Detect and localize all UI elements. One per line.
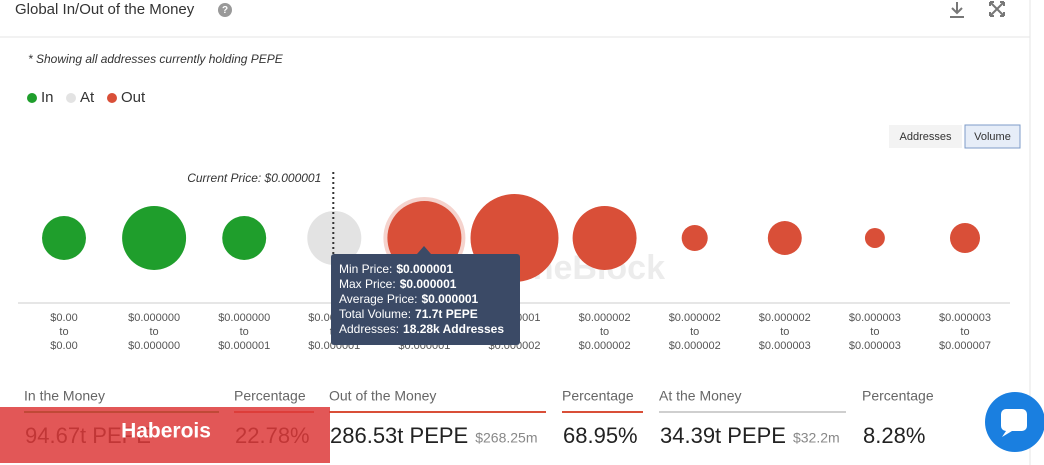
tooltip-label: Max Price: [339, 277, 396, 291]
category-label: to [780, 326, 789, 338]
legend-label: Out [121, 89, 146, 106]
category-label: $0.000002 [669, 340, 721, 352]
chat-button[interactable] [985, 392, 1044, 452]
category-label: $0.000007 [939, 340, 991, 352]
stat-label: Percentage [562, 388, 634, 404]
tooltip-value: $0.000001 [400, 277, 457, 291]
stat-usd: $32.2m [793, 430, 840, 446]
stat-usd: $268.25m [475, 430, 537, 446]
category-label: $0.00 [50, 312, 78, 324]
category-label: to [150, 326, 159, 338]
category-label: to [240, 326, 249, 338]
bubble[interactable] [222, 216, 267, 260]
tooltip-box [331, 254, 520, 345]
stat-value: 286.53t PEPE [330, 423, 468, 448]
tooltip-label: Average Price: [339, 292, 418, 306]
toggle-button[interactable] [889, 125, 962, 148]
tooltip-label: Total Volume: [339, 307, 411, 321]
category-label: $0.000002 [759, 312, 811, 324]
category-label: $0.00 [50, 340, 78, 352]
category-label: to [870, 326, 879, 338]
category-label: $0.000000 [128, 340, 180, 352]
current-price-label: Current Price: $0.000001 [187, 171, 321, 185]
tooltip-value: 18.28k Addresses [403, 322, 504, 336]
stat-label: Percentage [862, 388, 934, 404]
bubble[interactable] [864, 228, 885, 248]
tooltip-value: 71.7t PEPE [415, 307, 478, 321]
expand-icon[interactable] [989, 1, 1005, 17]
stat-value: 8.28% [863, 423, 925, 448]
svg-text:?: ? [222, 5, 228, 16]
tooltip-label: Addresses: [339, 322, 399, 336]
category-label: $0.000003 [849, 312, 901, 324]
category-label: to [59, 326, 68, 338]
legend-dot [66, 93, 76, 103]
bubble[interactable] [42, 216, 86, 260]
category-label: $0.000003 [849, 340, 901, 352]
stat-label: In the Money [24, 388, 105, 404]
tooltip-value: $0.000001 [422, 292, 479, 306]
stat-value: 34.39t PEPE [660, 423, 786, 448]
bubble[interactable] [767, 221, 802, 255]
download-icon[interactable] [950, 2, 964, 18]
category-label: $0.000002 [579, 312, 631, 324]
stat-value: 68.95% [563, 423, 638, 448]
category-label: $0.000003 [759, 340, 811, 352]
legend-label: In [41, 89, 54, 106]
category-label: to [600, 326, 609, 338]
category-label: $0.000002 [669, 312, 721, 324]
bubble[interactable] [681, 224, 708, 252]
toggle-label: Addresses [900, 131, 952, 143]
toggle-label: Volume [974, 131, 1011, 143]
bubble[interactable] [122, 206, 187, 270]
legend-dot [107, 93, 117, 103]
stat-label: Percentage [234, 388, 306, 404]
toggle-button[interactable] [964, 124, 1021, 149]
category-label: $0.000003 [939, 312, 991, 324]
stat-label: Out of the Money [329, 388, 436, 404]
tooltip-value: $0.000001 [396, 262, 453, 276]
legend-label: At [80, 89, 95, 106]
title: Global In/Out of the Money [15, 1, 195, 18]
stat-label: At the Money [659, 388, 742, 404]
tooltip-arrow [417, 246, 431, 254]
note: * Showing all addresses currently holdin… [28, 52, 284, 66]
category-label: $0.000002 [579, 340, 631, 352]
overlay-label: Haberois [121, 420, 211, 443]
bubble[interactable] [949, 222, 981, 254]
legend-dot [27, 93, 37, 103]
category-label: $0.000000 [218, 312, 270, 324]
category-label: to [960, 326, 969, 338]
bubble[interactable] [572, 206, 637, 270]
category-label: $0.000001 [218, 340, 270, 352]
overlay-box [0, 407, 330, 463]
category-label: to [690, 326, 699, 338]
category-label: $0.000000 [128, 312, 180, 324]
help-icon[interactable]: ? [218, 3, 232, 17]
tooltip-label: Min Price: [339, 262, 392, 276]
